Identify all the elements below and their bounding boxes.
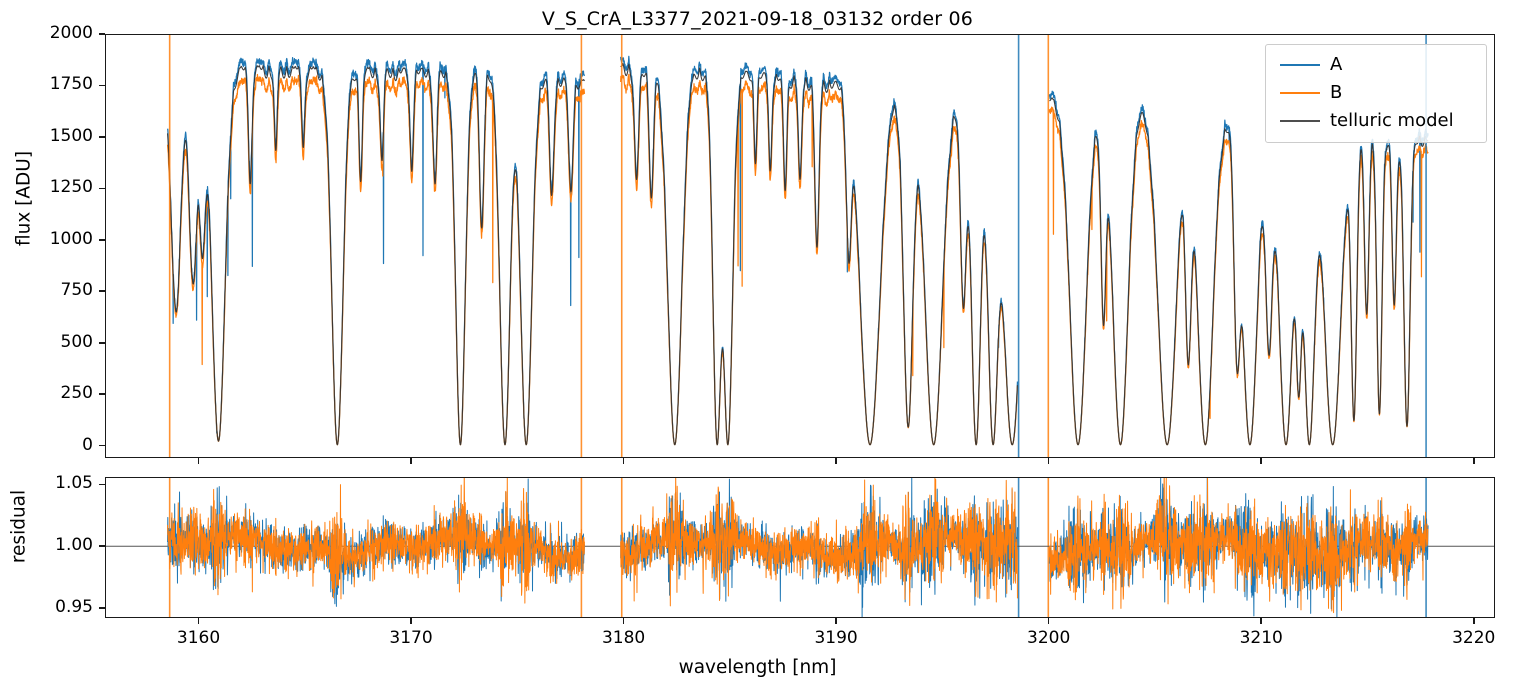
legend: A B telluric model: [1265, 44, 1487, 143]
x-tick: [1260, 618, 1262, 624]
y-tick-label-flux: 0: [82, 434, 93, 455]
flux-spectrum-canvas: [166, 35, 1429, 457]
x-tick-label: 3190: [814, 628, 858, 648]
y-tick-residual: [99, 607, 105, 609]
y-tick-label-flux: 500: [60, 331, 93, 352]
y-tick-label-residual: 1.00: [55, 535, 93, 556]
y-tick-flux: [99, 187, 105, 190]
y-tick-label-flux: 1250: [49, 177, 93, 198]
x-tick: [835, 618, 837, 624]
residual-canvas: [106, 478, 1494, 617]
legend-label-telluric: telluric model: [1330, 110, 1454, 131]
x-tick-label: 3170: [389, 628, 433, 648]
x-tick: [197, 618, 200, 624]
y-tick-label-flux: 250: [60, 383, 93, 404]
y-tick-label-flux: 1750: [49, 74, 93, 95]
x-tick-flux: [1472, 458, 1475, 464]
y-tick-flux: [99, 290, 105, 293]
x-tick: [410, 618, 412, 624]
flux-plot-area: [105, 34, 1495, 458]
clipped-data-group: [106, 478, 1494, 617]
y-tick-flux: [99, 33, 105, 35]
y-tick-residual: [99, 483, 105, 486]
x-tick-flux: [410, 458, 412, 464]
y-tick-label-flux: 1000: [49, 228, 93, 249]
series-b-residual-trace: [167, 478, 585, 604]
legend-label-b: B: [1330, 82, 1343, 103]
series-b-flux-trace: [166, 73, 586, 446]
clipped-data-group: [166, 35, 1429, 457]
telluric-model-trace: [167, 65, 585, 446]
x-tick-label: 3160: [176, 628, 221, 648]
series-a-flux-trace: [620, 55, 1019, 446]
x-tick: [622, 618, 625, 624]
series-a-flux-trace: [166, 57, 586, 446]
legend-item-telluric: telluric model: [1274, 107, 1478, 135]
y-tick-label-flux: 750: [60, 280, 93, 301]
series-b-residual-trace: [620, 478, 1018, 607]
y-tick-label-residual: 0.95: [55, 597, 93, 618]
y-axis-label-flux: flux [ADU]: [13, 150, 35, 247]
y-tick-flux: [99, 239, 105, 241]
y-tick-flux: [99, 393, 105, 395]
x-tick-flux: [1047, 458, 1050, 464]
y-tick-label-residual: 1.05: [55, 473, 93, 494]
x-tick-label: 3180: [601, 628, 646, 648]
x-tick-flux: [622, 458, 625, 464]
x-tick-flux: [1260, 458, 1262, 464]
telluric-model-trace: [1049, 97, 1429, 446]
series-b-residual-trace: [1048, 478, 1429, 614]
legend-swatch-b: [1280, 92, 1320, 94]
legend-swatch-telluric: [1280, 120, 1320, 122]
x-tick-flux: [835, 458, 837, 464]
y-tick-flux: [99, 341, 105, 344]
legend-label-a: A: [1330, 54, 1343, 75]
x-tick: [1047, 618, 1050, 624]
x-tick-label: 3220: [1452, 628, 1496, 648]
x-tick-label: 3200: [1027, 628, 1071, 648]
y-tick-flux: [99, 84, 105, 87]
legend-item-a: A: [1274, 51, 1478, 79]
y-tick-flux: [99, 444, 105, 447]
telluric-model-trace: [620, 62, 1019, 446]
y-tick-label-flux: 1500: [49, 125, 93, 146]
x-tick: [1472, 618, 1475, 624]
y-tick-flux: [99, 136, 105, 138]
y-tick-label-flux: 2000: [49, 23, 93, 43]
x-axis-label: wavelength [nm]: [678, 657, 837, 678]
x-tick-label: 3210: [1239, 628, 1283, 648]
y-tick-residual: [99, 545, 105, 548]
residual-plot-area: [105, 477, 1495, 618]
y-axis-label-residual: residual: [8, 489, 30, 564]
page-title: V_S_CrA_L3377_2021-09-18_03132 order 06: [541, 8, 974, 30]
legend-item-b: B: [1274, 79, 1478, 107]
legend-swatch-a: [1280, 64, 1320, 66]
x-tick-flux: [197, 458, 200, 464]
